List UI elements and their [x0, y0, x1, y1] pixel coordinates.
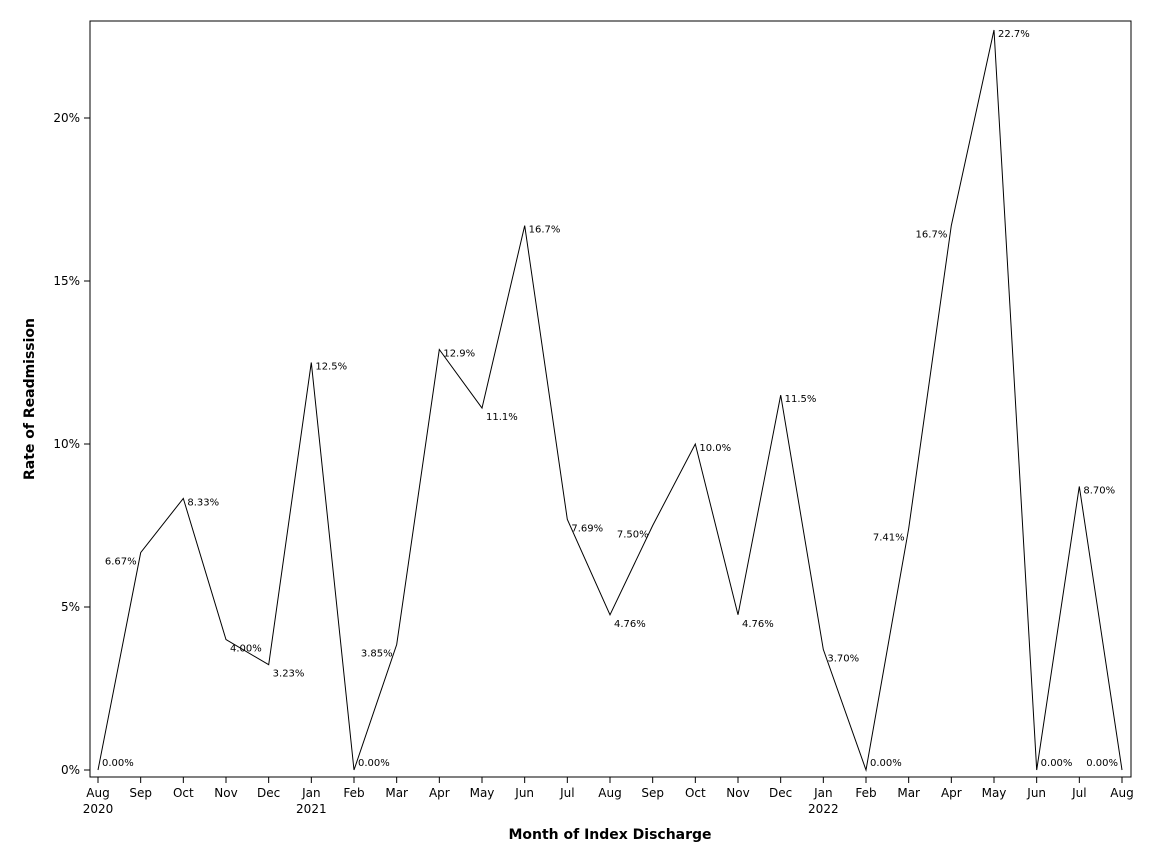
data-label: 11.1%: [486, 412, 518, 423]
y-axis: 0% 5% 10% 15% 20%: [53, 111, 90, 777]
data-label: 16.7%: [916, 230, 948, 241]
data-label: 0.00%: [358, 758, 390, 769]
x-tick-label-month: Oct: [685, 786, 706, 800]
x-tick-label-month: Aug: [86, 786, 109, 800]
y-tick-label: 20%: [53, 111, 80, 125]
data-label: 12.9%: [443, 348, 475, 359]
x-axis-title: Month of Index Discharge: [508, 827, 711, 843]
x-tick-label-month: Jun: [514, 786, 534, 800]
data-label: 22.7%: [998, 29, 1030, 40]
x-tick-label-month: Jul: [559, 786, 574, 800]
x-tick-label-year: 2020: [83, 802, 114, 816]
data-label: 7.50%: [617, 530, 649, 541]
data-label: 11.5%: [785, 394, 817, 405]
x-tick-label-month: Jan: [301, 786, 321, 800]
data-label: 4.76%: [742, 619, 774, 630]
x-tick-label-month: Aug: [1110, 786, 1133, 800]
x-tick-label-month: Feb: [343, 786, 364, 800]
data-label: 4.76%: [614, 619, 646, 630]
x-tick-label-year: 2021: [296, 802, 327, 816]
series-line: [97, 29, 1123, 772]
x-tick-label-month: Aug: [598, 786, 621, 800]
x-tick-label-month: Nov: [214, 786, 237, 800]
y-axis-title: Rate of Readmission: [22, 318, 38, 480]
x-tick-label-month: Jan: [813, 786, 833, 800]
data-labels: 0.00% 6.67% 8.33% 4.00% 3.23% 12.5% 0.00% 3.85%…: [102, 29, 1118, 769]
data-label: 0.00%: [870, 758, 902, 769]
x-tick-label-month: May: [982, 786, 1007, 800]
data-label: 0.00%: [102, 758, 134, 769]
data-label: 8.70%: [1083, 485, 1115, 496]
x-tick-label-month: Dec: [257, 786, 280, 800]
data-label: 0.00%: [1041, 758, 1073, 769]
data-label: 12.5%: [315, 362, 347, 373]
y-tick-label: 0%: [61, 763, 80, 777]
x-axis: Aug 2020 Sep Oct Nov Dec Jan 2021 Feb Mar Apr May Ju…: [83, 777, 1134, 816]
data-label: 10.0%: [699, 443, 731, 454]
data-label: 4.00%: [230, 644, 262, 655]
data-label: 3.23%: [273, 669, 305, 680]
x-tick-label-month: Sep: [641, 786, 664, 800]
x-tick-label-month: Jul: [1071, 786, 1086, 800]
data-label: 8.33%: [187, 497, 219, 508]
plot-area-frame: [89, 20, 1132, 778]
x-tick-label-year: 2022: [808, 802, 839, 816]
x-tick-label-month: Mar: [385, 786, 408, 800]
data-label: 7.41%: [873, 532, 905, 543]
x-tick-label-month: Apr: [941, 786, 962, 800]
data-label: 6.67%: [105, 557, 137, 568]
data-label: 3.70%: [827, 653, 859, 664]
x-tick-label-month: Oct: [173, 786, 194, 800]
data-label: 7.69%: [571, 523, 603, 534]
x-tick-label-month: Nov: [726, 786, 749, 800]
y-tick-label: 10%: [53, 437, 80, 451]
x-tick-label-month: Dec: [769, 786, 792, 800]
data-label: 0.00%: [1086, 758, 1118, 769]
x-tick-label-month: Sep: [129, 786, 152, 800]
data-label: 3.85%: [361, 648, 393, 659]
x-tick-label-month: Feb: [855, 786, 876, 800]
y-tick-label: 15%: [53, 274, 80, 288]
x-tick-label-month: May: [470, 786, 495, 800]
x-tick-label-month: Apr: [429, 786, 450, 800]
y-tick-label: 5%: [61, 600, 80, 614]
data-label: 16.7%: [529, 225, 561, 236]
x-tick-label-month: Jun: [1026, 786, 1046, 800]
x-tick-label-month: Mar: [897, 786, 920, 800]
